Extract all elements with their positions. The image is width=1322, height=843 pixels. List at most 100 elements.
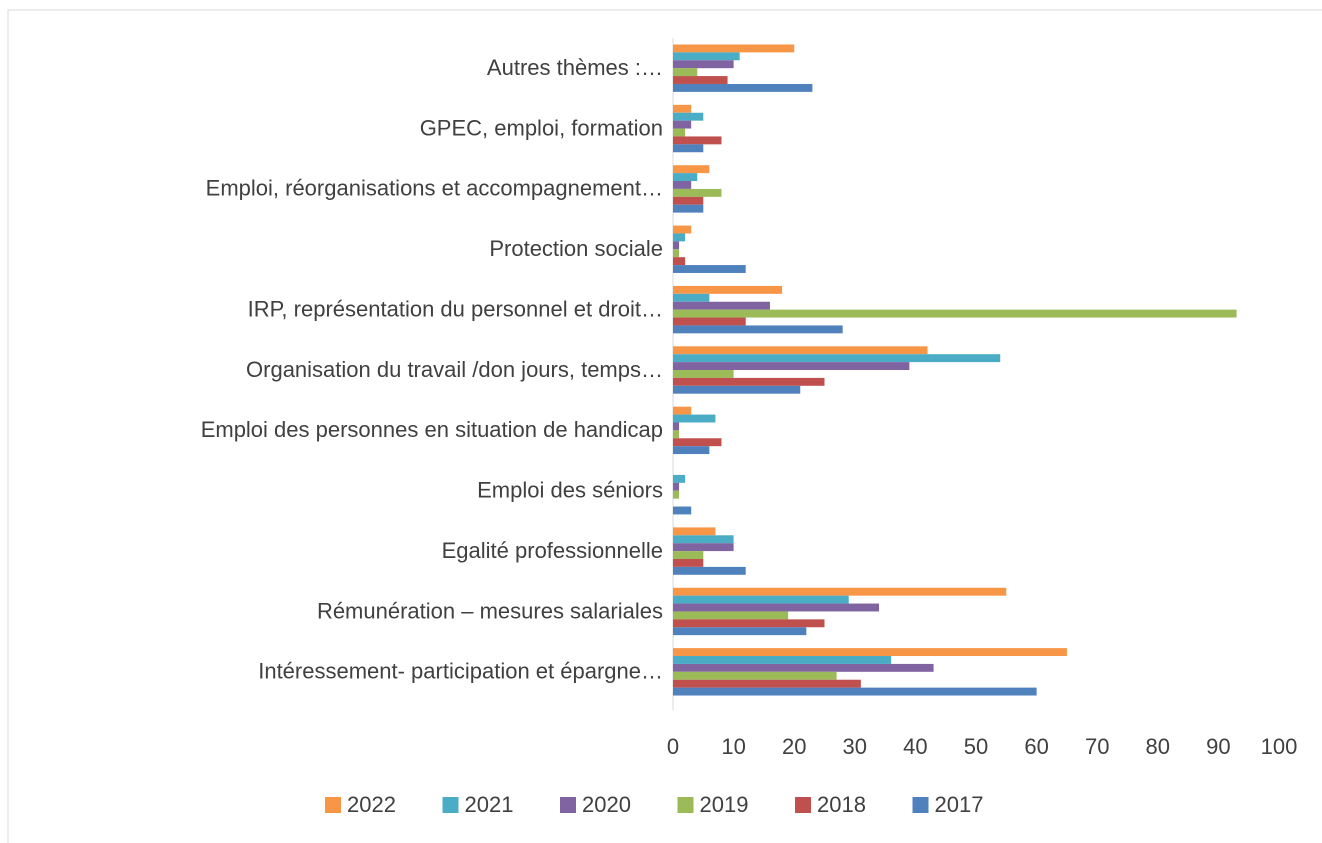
- bar: [673, 527, 716, 536]
- bar: [673, 558, 704, 567]
- x-tick-label: 80: [1146, 734, 1170, 759]
- bar: [673, 346, 928, 355]
- y-tick-label: Rémunération – mesures salariales: [317, 598, 663, 623]
- bar: [673, 112, 704, 121]
- y-tick-label: Intéressement- participation et épargne…: [258, 659, 663, 684]
- bar: [673, 490, 680, 499]
- x-tick-label: 70: [1085, 734, 1109, 759]
- bar: [673, 406, 692, 415]
- bar: [673, 104, 692, 113]
- legend-swatch: [442, 797, 459, 813]
- x-tick-label: 20: [782, 734, 806, 759]
- bar: [673, 325, 843, 334]
- bar: [673, 249, 680, 258]
- bar: [673, 446, 710, 455]
- x-tick-label: 60: [1024, 734, 1048, 759]
- bar: [673, 385, 801, 394]
- bar: [673, 535, 734, 544]
- x-tick-label: 10: [721, 734, 745, 759]
- bar: [673, 265, 746, 273]
- y-tick-label: Emploi, réorganisations et accompagnemen…: [206, 176, 663, 201]
- bar: [673, 44, 795, 53]
- bar: [673, 257, 686, 266]
- y-tick-label: IRP, représentation du personnel et droi…: [248, 296, 663, 321]
- bar: [673, 671, 837, 680]
- legend-label: 2020: [582, 792, 631, 817]
- bar: [673, 430, 680, 439]
- bar: [673, 474, 686, 483]
- bar: [673, 543, 734, 552]
- legend-label: 2018: [817, 792, 866, 817]
- bar: [673, 663, 934, 672]
- x-tick-label: 40: [903, 734, 927, 759]
- bar: [673, 136, 722, 145]
- x-tick-label: 0: [667, 734, 679, 759]
- bar: [673, 301, 770, 310]
- bar: [673, 165, 710, 174]
- x-tick-label: 30: [843, 734, 867, 759]
- bar: [673, 309, 1237, 318]
- legend-swatch: [560, 797, 576, 813]
- bar: [673, 587, 1007, 596]
- legend-label: 2017: [935, 792, 984, 817]
- bar: [673, 225, 692, 234]
- x-tick-label: 50: [964, 734, 988, 759]
- bar: [673, 76, 728, 84]
- bar: [673, 68, 698, 77]
- bar: [673, 603, 880, 612]
- bar: [673, 422, 680, 431]
- legend-swatch: [912, 797, 929, 813]
- bar: [673, 377, 825, 386]
- y-tick-label: Protection sociale: [489, 236, 663, 261]
- bar: [673, 679, 861, 688]
- chart-frame: [7, 9, 1322, 843]
- bar: [673, 285, 783, 294]
- bar: [673, 83, 813, 92]
- bar: [673, 595, 849, 604]
- bar: [673, 120, 692, 129]
- bar: [673, 204, 704, 213]
- bar: [673, 362, 910, 370]
- bar: [673, 354, 1001, 363]
- bar: [673, 128, 686, 137]
- bar: [673, 611, 789, 620]
- bar: [673, 619, 825, 628]
- bar: [673, 627, 807, 636]
- x-tick-label: 100: [1261, 734, 1298, 759]
- legend-label: 2019: [700, 792, 749, 817]
- bar: [673, 414, 716, 423]
- legend-label: 2022: [347, 792, 396, 817]
- bar: [673, 60, 734, 69]
- bar: [673, 656, 892, 664]
- y-tick-label: Organisation du travail /don jours, temp…: [246, 357, 663, 382]
- bar: [673, 196, 704, 205]
- bar: [673, 241, 680, 250]
- bar: [673, 233, 686, 242]
- bar: [673, 648, 1067, 657]
- y-tick-label: GPEC, emploi, formation: [420, 115, 663, 140]
- y-tick-label: Emploi des personnes en situation de han…: [201, 417, 663, 442]
- bar: [673, 551, 704, 559]
- y-tick-label: Emploi des séniors: [477, 478, 663, 503]
- bar: [673, 173, 698, 182]
- bar: [673, 144, 704, 153]
- legend-swatch: [677, 797, 694, 813]
- bar: [673, 181, 692, 189]
- legend-swatch: [325, 797, 341, 813]
- y-tick-label: Egalité professionnelle: [442, 538, 663, 563]
- bar: [673, 293, 710, 302]
- y-tick-label: Autres thèmes :…: [487, 55, 663, 80]
- legend-label: 2021: [465, 792, 514, 817]
- x-tick-label: 90: [1206, 734, 1230, 759]
- bar: [673, 188, 722, 197]
- bar: [673, 687, 1037, 696]
- bar: [673, 566, 746, 575]
- legend-swatch: [795, 797, 811, 813]
- bar: [673, 438, 722, 447]
- bar: [673, 370, 734, 378]
- bar: [673, 52, 740, 61]
- bar: [673, 506, 692, 515]
- bar: [673, 482, 680, 491]
